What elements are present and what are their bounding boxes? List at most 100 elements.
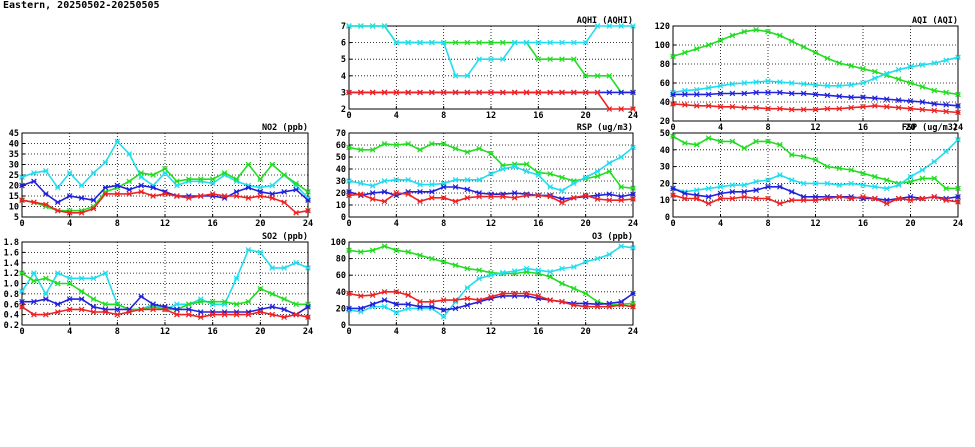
fsp-series-blue-point	[753, 187, 759, 193]
rsp-series-cyan-point	[369, 182, 376, 189]
o3-series-blue-point	[358, 305, 364, 312]
aqhi-series-red-point	[559, 89, 565, 96]
aqhi-series-red-point	[523, 89, 530, 96]
fsp-series-green-point	[943, 185, 949, 192]
rsp-series-cyan-point	[393, 176, 400, 183]
aqi-series-red-point	[682, 102, 688, 108]
so2-series-green-point	[54, 280, 61, 287]
no2-series-cyan-point	[257, 184, 264, 191]
o3-series-blue-point	[405, 301, 411, 308]
so2-series-blue-point	[90, 304, 97, 310]
fsp-x-tick-label: 24	[953, 219, 963, 229]
o3-series-red-point	[606, 303, 613, 310]
so2-y-tick-label: 0.2	[4, 321, 19, 331]
fsp-series-cyan-point	[931, 158, 938, 165]
aqi-series-blue-point	[670, 91, 676, 98]
aqhi-series-green-point	[594, 72, 601, 79]
rsp-series-green-point	[559, 174, 565, 181]
so2-series-red-point	[174, 311, 180, 318]
fsp-series-green-point	[800, 153, 807, 160]
no2-series-blue-point	[305, 197, 311, 204]
so2-series-green-point	[221, 298, 228, 305]
no2-series-blue-point	[102, 184, 109, 191]
aqi-series-green-point	[800, 44, 807, 50]
aqhi-series-red-point	[464, 89, 471, 96]
aqhi-series-green-point	[500, 39, 506, 46]
aqhi-title: AQHI (AQHI)	[577, 16, 633, 26]
chart-aqi: AQI (AQI) 0 4 8 12 16 20 24 20 40 60 80 100 120	[655, 16, 963, 133]
rsp-series-green-point	[476, 145, 482, 152]
rsp-x-tick-label: 16	[533, 219, 543, 229]
no2-series-red-point	[186, 195, 192, 201]
aqhi-series-red-point	[630, 106, 636, 112]
o3-series-red-point	[358, 293, 364, 299]
aqhi-series-blue-point	[606, 89, 613, 96]
aqhi-series-green-point	[488, 39, 494, 46]
so2-series-blue-point	[43, 296, 49, 302]
so2-x-tick-label: 8	[115, 327, 120, 337]
chart-o3: O3 (ppb) 0 4 8 12 16 20 24 0 20 40 60 80 100	[331, 232, 638, 337]
rsp-series-red-point	[452, 198, 459, 205]
fsp-series-green-point	[872, 173, 878, 180]
aqhi-series-green-point	[582, 72, 589, 79]
rsp-y-tick-label: 30	[336, 177, 346, 187]
o3-series-cyan-point	[500, 269, 506, 276]
aqi-series-cyan-point	[777, 79, 783, 85]
aqi-series-red-point	[788, 106, 795, 113]
rsp-series-blue-point	[511, 190, 518, 196]
aqhi-x-tick-label: 20	[581, 111, 591, 121]
fsp-series-red-point	[682, 195, 688, 202]
so2-series-cyan-point	[90, 275, 97, 282]
aqi-series-cyan-point	[955, 54, 961, 61]
aqi-series-cyan-point	[872, 75, 878, 82]
o3-series-red-point	[381, 288, 388, 295]
fsp-series-cyan-point	[753, 178, 759, 185]
so2-x-tick-label: 0	[19, 327, 24, 337]
aqhi-series-green-point	[547, 56, 553, 63]
aqi-series-blue-point	[955, 102, 961, 109]
aqi-x-tick-label: 20	[905, 123, 915, 133]
no2-series-red-point	[209, 191, 216, 197]
aqhi-y-tick-label: 3	[341, 88, 346, 98]
fsp-x-tick-label: 4	[718, 219, 723, 229]
aqhi-x-tick-label: 4	[394, 111, 399, 121]
o3-x-tick-label: 16	[533, 327, 543, 337]
aqhi-series-green-point	[452, 39, 459, 46]
rsp-y-tick-label: 70	[336, 129, 346, 139]
no2-series-cyan-point	[269, 182, 276, 189]
no2-series-red-point	[269, 195, 276, 201]
so2-series-cyan-point	[31, 270, 37, 276]
rsp-series-red-point	[346, 192, 352, 199]
aqi-series-green-point	[753, 26, 759, 33]
aqhi-series-cyan-point	[393, 39, 400, 46]
no2-x-tick-label: 0	[19, 219, 24, 229]
rsp-series-red-point	[369, 196, 376, 202]
aqi-series-red-point	[729, 103, 736, 110]
aqi-series-green-point	[824, 55, 831, 62]
so2-series-green-point	[102, 301, 109, 308]
aqi-series-green-point	[812, 49, 819, 56]
o3-series-green-point	[440, 259, 447, 265]
fsp-series-red-point	[883, 200, 890, 207]
so2-series-cyan-point	[102, 270, 109, 276]
fsp-series-cyan-point	[883, 185, 890, 192]
aqi-series-green-point	[907, 80, 914, 86]
fsp-series-red-point	[836, 194, 843, 200]
fsp-series-blue-point	[955, 194, 961, 200]
aqhi-series-cyan-point	[358, 23, 364, 29]
rsp-series-green-point	[440, 140, 447, 147]
so2-series-blue-point	[305, 304, 311, 310]
rsp-series-cyan-point	[346, 178, 352, 184]
no2-series-blue-point	[257, 188, 264, 195]
so2-series-blue-point	[78, 296, 85, 302]
rsp-series-cyan-point	[381, 178, 388, 184]
rsp-series-green-point	[488, 150, 494, 157]
aqi-series-blue-point	[788, 90, 795, 97]
o3-series-red-point	[417, 298, 423, 305]
rsp-series-green-point	[393, 142, 400, 148]
aqhi-series-cyan-point	[476, 56, 482, 63]
aqhi-series-red-point	[535, 89, 542, 96]
aqi-series-cyan-point	[693, 86, 700, 93]
aqhi-series-red-point	[594, 89, 601, 96]
o3-series-green-point	[358, 249, 364, 255]
